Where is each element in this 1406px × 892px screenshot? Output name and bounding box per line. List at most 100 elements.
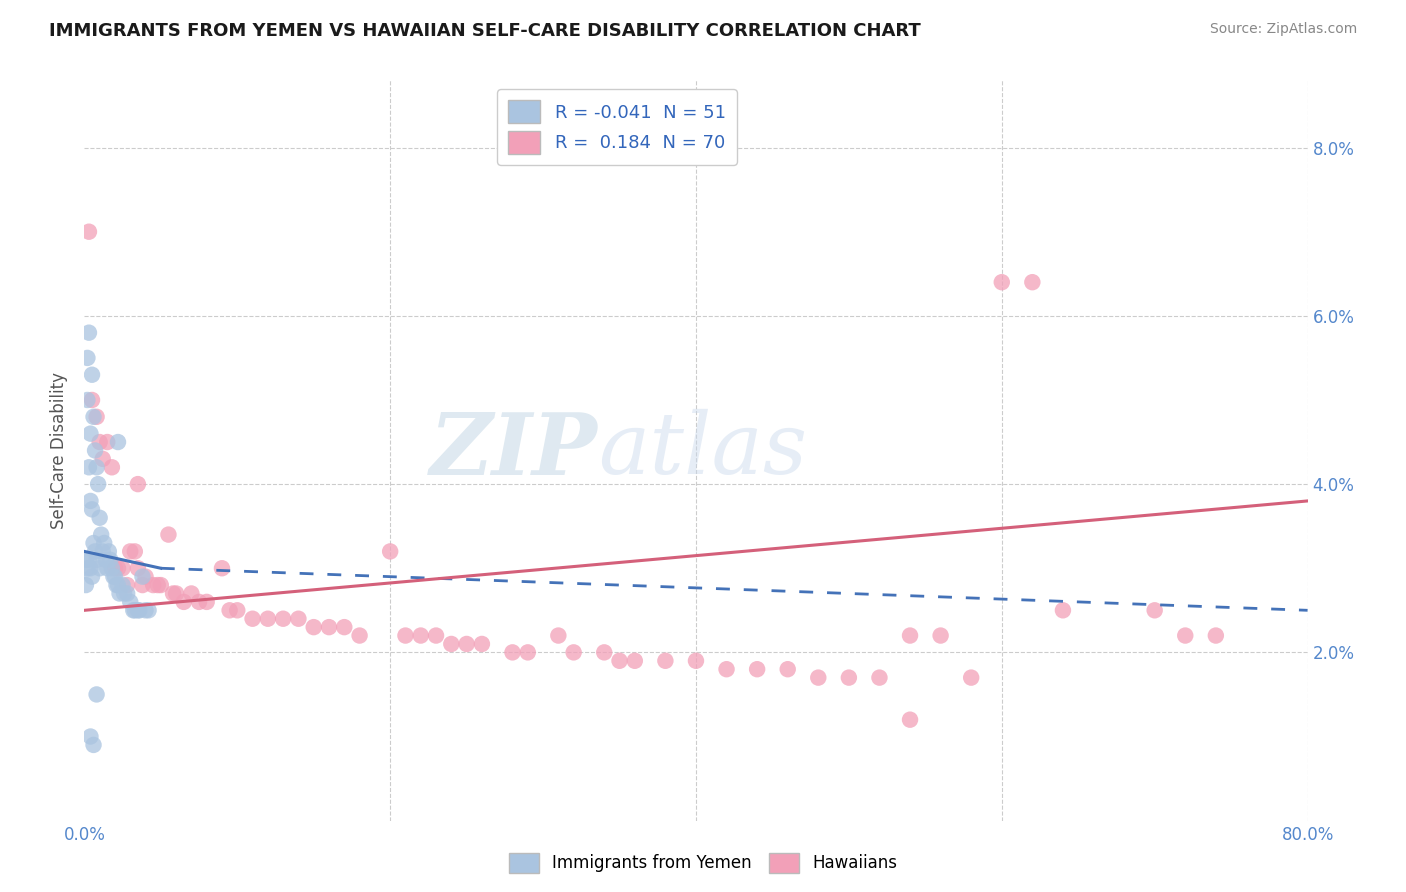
Point [165, 586, 187, 600]
Point [80, 502, 103, 516]
Point [747, 662, 769, 676]
Point [456, 637, 478, 651]
Point [87, 477, 110, 491]
Point [188, 595, 211, 609]
Point [716, 662, 738, 676]
Point [162, 586, 184, 600]
Point [146, 578, 169, 592]
Point [1021, 275, 1043, 289]
Point [960, 671, 983, 685]
Point [380, 544, 402, 558]
Point [425, 628, 447, 642]
Point [257, 612, 280, 626]
Point [83, 536, 105, 550]
Point [77, 460, 100, 475]
Point [131, 569, 153, 583]
Point [318, 620, 340, 634]
Point [409, 628, 432, 642]
Point [120, 595, 142, 609]
Point [1205, 628, 1227, 642]
Point [105, 578, 128, 592]
Point [98, 553, 121, 567]
Point [180, 586, 202, 600]
Point [101, 460, 124, 475]
Point [107, 578, 129, 592]
Point [90, 527, 112, 541]
Point [593, 645, 616, 659]
Point [991, 275, 1014, 289]
Point [127, 561, 149, 575]
Point [135, 603, 157, 617]
Point [516, 645, 538, 659]
Point [131, 578, 153, 592]
Legend: R = -0.041  N = 51, R =  0.184  N = 70: R = -0.041 N = 51, R = 0.184 N = 70 [498, 89, 737, 165]
Text: IMMIGRANTS FROM YEMEN VS HAWAIIAN SELF-CARE DISABILITY CORRELATION CHART: IMMIGRANTS FROM YEMEN VS HAWAIIAN SELF-C… [49, 22, 921, 40]
Point [84, 544, 107, 558]
Point [80, 368, 103, 382]
Point [929, 628, 952, 642]
Point [97, 544, 120, 558]
Point [898, 628, 921, 642]
Point [96, 435, 118, 450]
Point [80, 569, 103, 583]
Point [89, 510, 111, 524]
Point [124, 603, 146, 617]
Point [86, 553, 108, 567]
Point [104, 569, 127, 583]
Point [142, 578, 165, 592]
Point [101, 561, 124, 575]
Point [226, 603, 249, 617]
Point [79, 730, 101, 744]
Point [76, 351, 98, 365]
Point [94, 553, 117, 567]
Point [75, 578, 97, 592]
Point [79, 494, 101, 508]
Point [624, 654, 647, 668]
Point [127, 603, 149, 617]
Point [124, 544, 146, 558]
Point [271, 612, 294, 626]
Point [93, 536, 115, 550]
Point [79, 426, 101, 441]
Y-axis label: Self-Care Disability: Self-Care Disability [51, 372, 69, 529]
Point [77, 553, 100, 567]
Point [111, 561, 134, 575]
Text: ZIP: ZIP [430, 409, 598, 492]
Point [83, 409, 105, 424]
Point [75, 553, 97, 567]
Point [128, 603, 150, 617]
Point [287, 612, 309, 626]
Point [89, 561, 111, 575]
Point [112, 586, 135, 600]
Point [108, 586, 131, 600]
Point [91, 544, 114, 558]
Point [135, 569, 157, 583]
Point [218, 603, 240, 617]
Point [807, 671, 830, 685]
Point [302, 620, 325, 634]
Point [1143, 603, 1166, 617]
Point [869, 671, 891, 685]
Point [609, 654, 631, 668]
Point [654, 654, 676, 668]
Point [1174, 628, 1197, 642]
Point [898, 713, 921, 727]
Point [77, 225, 100, 239]
Point [76, 392, 98, 407]
Point [120, 544, 142, 558]
Point [333, 620, 356, 634]
Point [96, 561, 118, 575]
Point [127, 477, 149, 491]
Point [195, 595, 218, 609]
Point [115, 578, 138, 592]
Point [111, 578, 134, 592]
Point [173, 595, 195, 609]
Point [84, 443, 107, 458]
Point [89, 435, 111, 450]
Point [91, 451, 114, 466]
Text: Source: ZipAtlas.com: Source: ZipAtlas.com [1209, 22, 1357, 37]
Point [685, 654, 707, 668]
Point [79, 561, 101, 575]
Point [76, 561, 98, 575]
Point [502, 645, 524, 659]
